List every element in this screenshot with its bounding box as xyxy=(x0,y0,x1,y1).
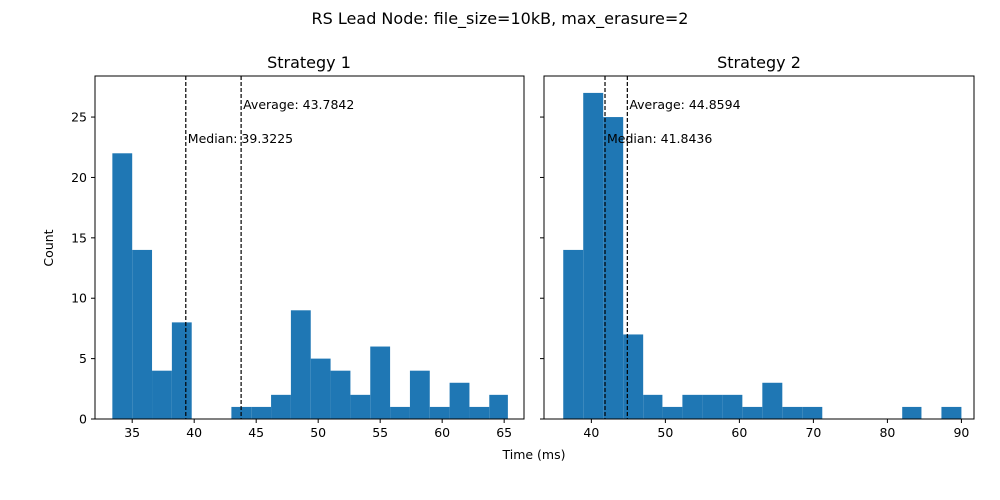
figure-ylabel: Count xyxy=(41,229,56,266)
median-label-strategy-2: Median: 41.8436 xyxy=(607,131,712,146)
histogram-bar xyxy=(370,346,391,419)
histogram-bar xyxy=(429,406,450,419)
x-tick-label: 50 xyxy=(657,425,673,440)
y-tick-label: 25 xyxy=(71,110,87,125)
histogram-bar xyxy=(702,394,723,419)
average-label-strategy-2: Average: 44.8594 xyxy=(629,97,740,112)
y-ticks-strategy-1: 0 5 10 15 20 25 xyxy=(71,110,95,427)
histogram-strategy-2: Strategy 2 Median: 41.8436 Average: 44.8… xyxy=(540,53,975,440)
histogram-bar xyxy=(350,394,371,419)
histogram-bar xyxy=(682,394,703,419)
x-tick-label: 55 xyxy=(372,425,388,440)
y-tick-label: 0 xyxy=(79,412,87,427)
histogram-bar xyxy=(251,406,272,419)
y-tick-label: 5 xyxy=(79,351,87,366)
histogram-bar xyxy=(390,406,410,419)
histogram-bar xyxy=(563,249,584,419)
histogram-bar xyxy=(583,92,604,419)
histogram-strategy-1: Strategy 1 Median: 39.3225 Average: 43.7… xyxy=(71,53,525,440)
x-tick-label: 80 xyxy=(879,425,895,440)
x-tick-label: 50 xyxy=(310,425,326,440)
bars-strategy-2 xyxy=(563,92,962,419)
figure-xlabel: Time (ms) xyxy=(501,447,565,462)
bars-strategy-1 xyxy=(112,153,508,419)
histogram-bar xyxy=(112,153,133,419)
histogram-bar xyxy=(603,117,624,419)
histogram-bar xyxy=(290,310,311,419)
x-ticks-strategy-1: 35 40 45 50 55 60 65 xyxy=(124,419,512,440)
x-tick-label: 65 xyxy=(496,425,512,440)
x-tick-label: 60 xyxy=(434,425,450,440)
reference-lines-strategy-2: Median: 41.8436 Average: 44.8594 xyxy=(604,76,741,419)
figure-suptitle: RS Lead Node: file_size=10kB, max_erasur… xyxy=(312,9,689,29)
x-tick-label: 40 xyxy=(583,425,599,440)
histogram-bar xyxy=(152,370,172,419)
x-tick-label: 40 xyxy=(186,425,202,440)
histogram-bar xyxy=(310,358,331,419)
histogram-bar xyxy=(722,394,743,419)
y-tick-label: 10 xyxy=(71,291,87,306)
x-ticks-strategy-2: 40 50 60 70 80 90 xyxy=(583,419,969,440)
y-tick-label: 20 xyxy=(71,170,87,185)
histogram-bar xyxy=(132,249,153,419)
x-tick-label: 45 xyxy=(248,425,264,440)
histogram-bar xyxy=(469,406,490,419)
axes-frame-strategy-2 xyxy=(543,75,975,420)
histogram-bar xyxy=(941,406,962,419)
x-tick-label: 90 xyxy=(953,425,969,440)
histogram-bar xyxy=(643,394,663,419)
histogram-bar xyxy=(762,382,783,419)
panel-title-strategy-2: Strategy 2 xyxy=(717,53,801,72)
histogram-bar xyxy=(171,322,192,419)
x-tick-label: 70 xyxy=(805,425,821,440)
histogram-bar xyxy=(449,382,470,419)
histogram-bar xyxy=(409,370,430,419)
reference-lines-strategy-1: Median: 39.3225 Average: 43.7842 xyxy=(185,76,354,419)
histogram-bar xyxy=(330,370,351,419)
histogram-bar xyxy=(271,394,291,419)
histogram-bar xyxy=(742,406,763,419)
histogram-bar xyxy=(623,334,644,419)
panel-title-strategy-1: Strategy 1 xyxy=(267,53,351,72)
x-tick-label: 60 xyxy=(731,425,747,440)
histogram-bar xyxy=(782,406,803,419)
median-label-strategy-1: Median: 39.3225 xyxy=(188,131,293,146)
x-tick-label: 35 xyxy=(124,425,140,440)
y-ticks-strategy-2 xyxy=(540,116,544,420)
average-label-strategy-1: Average: 43.7842 xyxy=(243,97,354,112)
histogram-bar xyxy=(802,406,823,419)
y-tick-label: 15 xyxy=(71,230,87,245)
axes-frame-strategy-1 xyxy=(94,75,525,420)
histogram-bar xyxy=(902,406,922,419)
histogram-bar xyxy=(662,406,683,419)
histogram-bar xyxy=(489,394,508,419)
